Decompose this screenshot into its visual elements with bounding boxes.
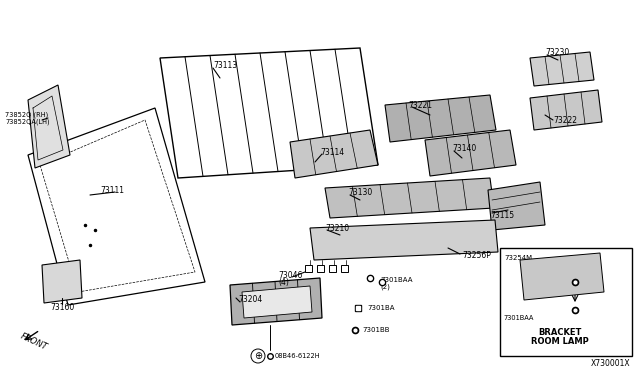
Text: 73852Q (RH)
73852QA(LH): 73852Q (RH) 73852QA(LH) (5, 111, 50, 125)
Polygon shape (520, 253, 604, 300)
Text: BRACKET: BRACKET (538, 328, 582, 337)
Text: (2): (2) (380, 284, 390, 290)
Text: X730001X: X730001X (590, 359, 630, 368)
Text: 73210: 73210 (325, 224, 349, 232)
Text: 73160: 73160 (50, 304, 74, 312)
Bar (390, 234, 400, 244)
Text: (4): (4) (278, 279, 289, 288)
Text: 73115: 73115 (490, 211, 514, 219)
Bar (341, 265, 348, 272)
Polygon shape (160, 48, 378, 178)
Bar (317, 265, 324, 272)
Polygon shape (28, 108, 205, 305)
Text: 7301BA: 7301BA (367, 305, 394, 311)
Polygon shape (425, 130, 516, 176)
Polygon shape (325, 178, 494, 218)
Text: ⊕: ⊕ (254, 351, 262, 361)
Polygon shape (42, 260, 82, 303)
Text: 08B46-6122H: 08B46-6122H (275, 353, 321, 359)
Polygon shape (230, 278, 322, 325)
Text: 73140: 73140 (452, 144, 476, 153)
Text: 7301BB: 7301BB (362, 327, 390, 333)
Text: 73111: 73111 (100, 186, 124, 195)
Text: 73230: 73230 (545, 48, 569, 57)
Text: ROOM LAMP: ROOM LAMP (531, 337, 589, 346)
Text: 73254M: 73254M (504, 255, 532, 261)
Polygon shape (530, 52, 594, 86)
Polygon shape (385, 95, 496, 142)
Text: 73113: 73113 (213, 61, 237, 70)
Bar (329, 265, 336, 272)
Circle shape (251, 349, 265, 363)
Text: 73204: 73204 (238, 295, 262, 305)
Polygon shape (530, 90, 602, 130)
Polygon shape (290, 130, 378, 178)
Bar (450, 234, 460, 244)
Text: 73221: 73221 (408, 100, 432, 109)
Bar (430, 234, 440, 244)
Bar (350, 234, 360, 244)
Text: 7301BAA: 7301BAA (380, 277, 413, 283)
Polygon shape (488, 182, 545, 230)
Bar (370, 234, 380, 244)
Polygon shape (310, 220, 498, 260)
Text: 73256P: 73256P (462, 250, 491, 260)
Text: 7301BAA: 7301BAA (503, 315, 533, 321)
Text: 73046: 73046 (278, 270, 302, 279)
Bar (470, 234, 480, 244)
Bar (305, 265, 312, 272)
Bar (410, 234, 420, 244)
Bar (330, 234, 340, 244)
Text: 73130: 73130 (348, 187, 372, 196)
Polygon shape (28, 85, 70, 168)
Text: 73114: 73114 (320, 148, 344, 157)
Bar (500, 248, 632, 356)
Polygon shape (242, 286, 312, 318)
Text: 73222: 73222 (553, 115, 577, 125)
Text: FRONT: FRONT (19, 332, 49, 352)
